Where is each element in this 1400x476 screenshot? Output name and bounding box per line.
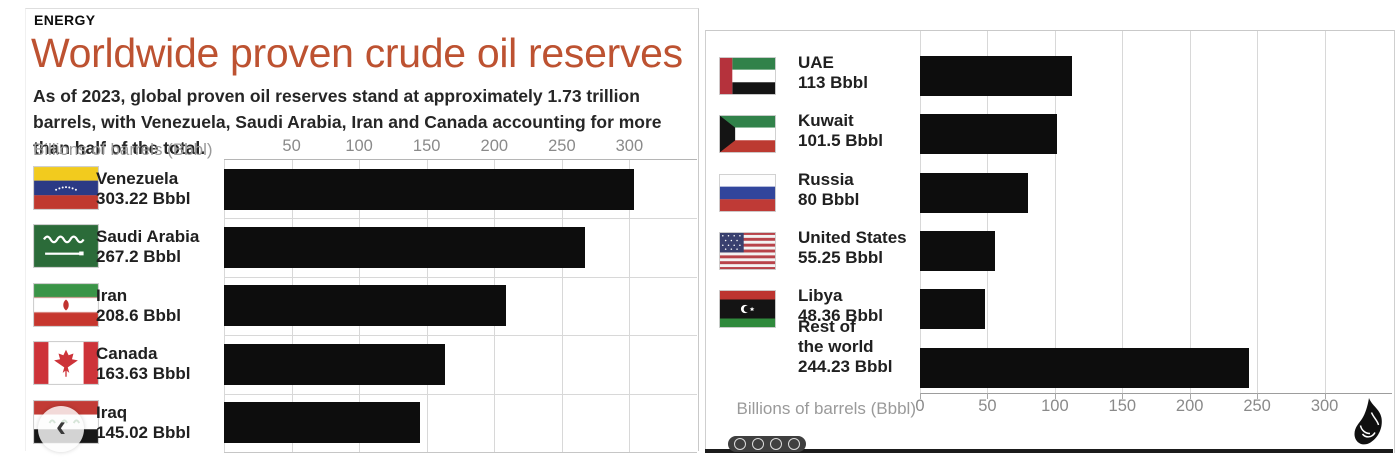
cc-icon [788,438,800,450]
gridline [1189,31,1191,393]
axis-tick-mark [1122,393,1124,399]
axis-tick-label: 200 [480,137,509,155]
bar-iran [224,285,506,327]
country-label: Venezuela 303.22 Bbbl [96,169,191,208]
united-states-flag [719,231,776,271]
axis-tick-mark [1054,393,1056,399]
creative-commons-badge[interactable] [728,436,806,452]
russia-flag [719,173,776,213]
axis-tick-mark [920,393,921,399]
cc-icon [752,438,764,450]
chevron-left-icon: ‹ [56,410,66,443]
saudi-arabia-flag [33,224,99,269]
row-separator [224,276,697,278]
country-label: Libya 48.36 Bbbl [798,286,884,326]
carousel-previous-button[interactable]: ‹ [38,406,84,452]
country-label: Iraq 145.02 Bbbl [96,402,191,442]
bar-iraq [224,402,420,444]
al-jazeera-logo [1349,397,1389,449]
gridline [1122,31,1124,393]
bottom-border-rule [705,449,1393,453]
axis-tick-label: 250 [548,137,576,155]
cc-icon [734,438,746,450]
country-label: Iran 208.6 Bbbl [96,285,182,325]
bar-saudi-arabia [224,227,586,268]
gridline [629,160,631,452]
row-separator [224,218,697,220]
canada-flag [33,341,99,386]
axis-tick-label: 250 [1243,397,1271,415]
gridline [1054,31,1056,393]
bar-libya [920,289,986,330]
cc-icon [770,438,782,450]
bar-chart-rest [920,31,1392,394]
bar-rest-of-the-world [920,347,1250,388]
axis-tick-label: 50 [978,397,997,415]
axis-tick-label: 50 [282,137,301,155]
libya-flag [719,289,776,329]
subtitle: As of 2023, global proven oil reserves s… [33,86,662,158]
country-label: UAE 113 Bbbl [798,53,868,92]
gridline [1257,31,1259,393]
country-label: Canada 163.63 Bbbl [96,344,191,384]
gridline [561,160,563,452]
axis-tick-labels-right: 0 50 100 150 200 250 300 [915,397,1392,421]
axis-tick-label: 0 [915,397,925,415]
axis-tick-label: 150 [1108,397,1137,415]
bar-canada [224,343,446,385]
page-title: Worldwide proven crude oil reserves [31,30,683,76]
axis-tick-label: 100 [345,137,373,155]
country-label: Russia 80 Bbbl [798,169,860,209]
axis-tick-label: 150 [412,137,441,155]
axis-label-right: Billions of barrels (Bbbl) [736,399,916,418]
axis-tick-mark [1189,393,1191,399]
axis-tick-label: 300 [615,137,644,155]
section-kicker: ENERGY [34,12,96,28]
bar-chart-top5 [224,159,697,453]
gridline [1324,31,1326,393]
row-separator [224,393,697,395]
axis-tick-mark [1324,393,1326,399]
axis-tick-mark [1257,393,1259,399]
axis-tick-label: 200 [1175,397,1204,415]
axis-label-left: Billions of barrels (Bbbl) [33,140,213,159]
bar-venezuela [224,168,634,210]
axis-tick-label: 100 [1041,397,1069,415]
uae-flag [719,56,776,96]
kuwait-flag [719,114,776,154]
axis-tick-label: 300 [1310,397,1339,415]
country-label: Kuwait 101.5 Bbbl [798,111,884,151]
axis-tick-labels-left: 50 100 150 200 250 300 [26,137,698,159]
bar-uae [920,56,1073,96]
bar-kuwait [920,114,1057,155]
venezuela-flag [33,166,99,210]
axis-tick-mark [987,393,989,399]
country-label: Rest of the world 244.23 Bbbl [798,316,893,376]
iran-flag [33,282,99,327]
bar-united-states [920,231,995,271]
country-label: Saudi Arabia 267.2 Bbbl [96,227,200,267]
left-panel: ENERGY Worldwide proven crude oil reserv… [25,8,699,453]
bar-russia [920,172,1028,213]
right-panel: Billions of barrels (Bbbl) 0 50 100 150 200 2… [705,30,1395,453]
row-separator [224,335,697,337]
country-label: United States 55.25 Bbbl [798,228,907,267]
